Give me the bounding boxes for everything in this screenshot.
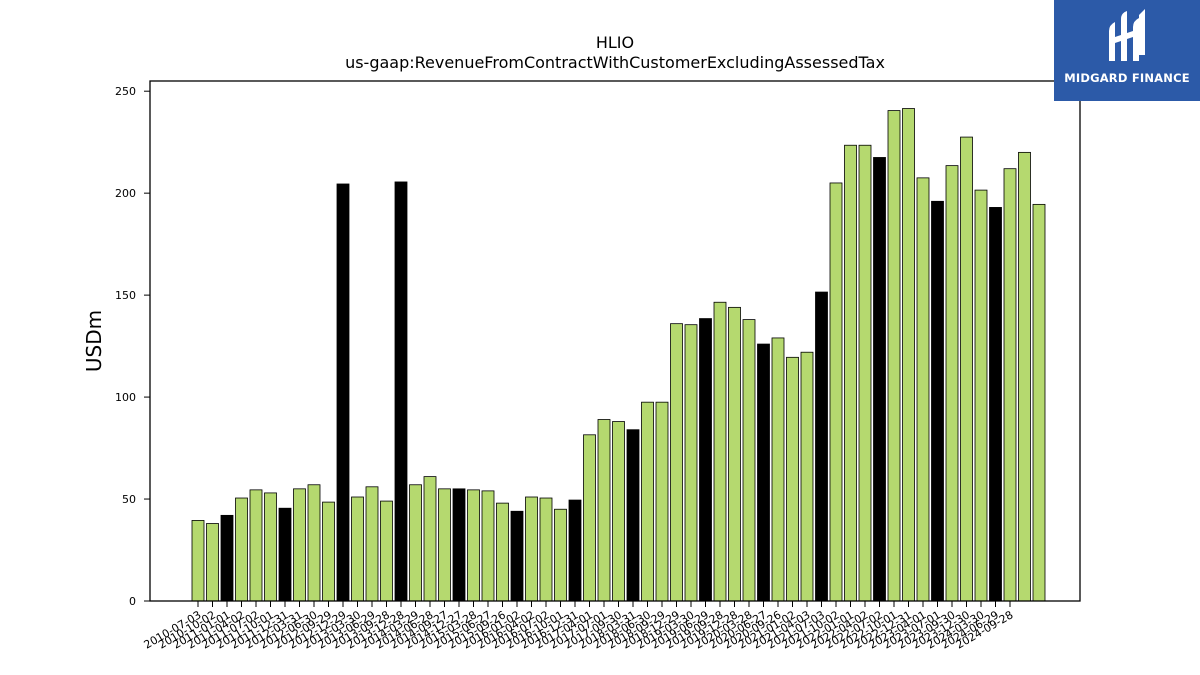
bar (699, 318, 712, 602)
bar (583, 434, 596, 602)
bar (815, 291, 828, 602)
bar (1018, 151, 1031, 602)
bar (539, 497, 553, 602)
bar (336, 183, 350, 602)
bar (322, 501, 335, 602)
bar (713, 301, 727, 602)
y-tick-label: 250 (115, 85, 136, 98)
bar (206, 523, 219, 602)
y-tick-label: 100 (115, 391, 136, 404)
bar (394, 181, 408, 602)
bar (742, 319, 756, 602)
bar (945, 165, 959, 602)
bar (423, 476, 437, 602)
bar (510, 510, 524, 602)
y-tick-label: 50 (122, 493, 136, 506)
bar (989, 207, 1002, 602)
bar (931, 200, 944, 602)
bar (191, 520, 205, 602)
bar (757, 343, 770, 602)
bar (438, 488, 451, 602)
bar (684, 324, 698, 602)
midgard-logo-icon (1109, 9, 1145, 61)
bar (800, 351, 814, 602)
bar (786, 356, 799, 602)
bar (641, 401, 654, 602)
bar (728, 306, 741, 602)
bar (278, 507, 292, 602)
bar (452, 488, 466, 602)
chart-subtitle: us-gaap:RevenueFromContractWithCustomerE… (345, 53, 885, 72)
bar (771, 337, 785, 602)
bar (626, 429, 640, 602)
bar (293, 488, 306, 602)
bar (264, 492, 277, 602)
bar (916, 177, 930, 602)
bar (887, 110, 901, 602)
bar (873, 157, 886, 602)
bar (902, 108, 915, 602)
bar (220, 514, 234, 602)
bar (655, 401, 669, 602)
brand-logo: MIDGARD FINANCE (1054, 0, 1200, 101)
bar (380, 500, 393, 602)
bar (365, 486, 379, 602)
bar (612, 421, 625, 602)
bar (858, 144, 872, 602)
bar (307, 484, 321, 602)
y-tick-label: 150 (115, 289, 136, 302)
bar (409, 484, 422, 602)
y-axis: 0 50 100 150 200 250 (115, 85, 150, 608)
y-tick-label: 0 (129, 595, 136, 608)
bar (844, 144, 857, 602)
bar (467, 489, 480, 602)
bar (960, 136, 973, 602)
bar (568, 499, 582, 602)
logo-text: MIDGARD FINANCE (1064, 71, 1190, 85)
bar (525, 496, 538, 602)
bar (235, 497, 248, 602)
bar (670, 323, 683, 602)
bar (496, 502, 509, 602)
bar (481, 490, 495, 602)
x-axis: 2010-07-032010-10-022011-01-012011-04-02… (142, 601, 1016, 652)
bars (191, 108, 1046, 602)
bar (1003, 168, 1017, 602)
chart-title: HLIO (596, 33, 634, 52)
bar (1032, 203, 1046, 602)
bar (351, 496, 364, 602)
bar (974, 189, 988, 602)
y-tick-label: 200 (115, 187, 136, 200)
y-axis-label: USDm (82, 310, 106, 372)
bar (597, 419, 611, 602)
bar (829, 182, 843, 602)
plot-frame (149, 80, 1081, 602)
bar (554, 508, 567, 602)
bar (249, 489, 263, 602)
